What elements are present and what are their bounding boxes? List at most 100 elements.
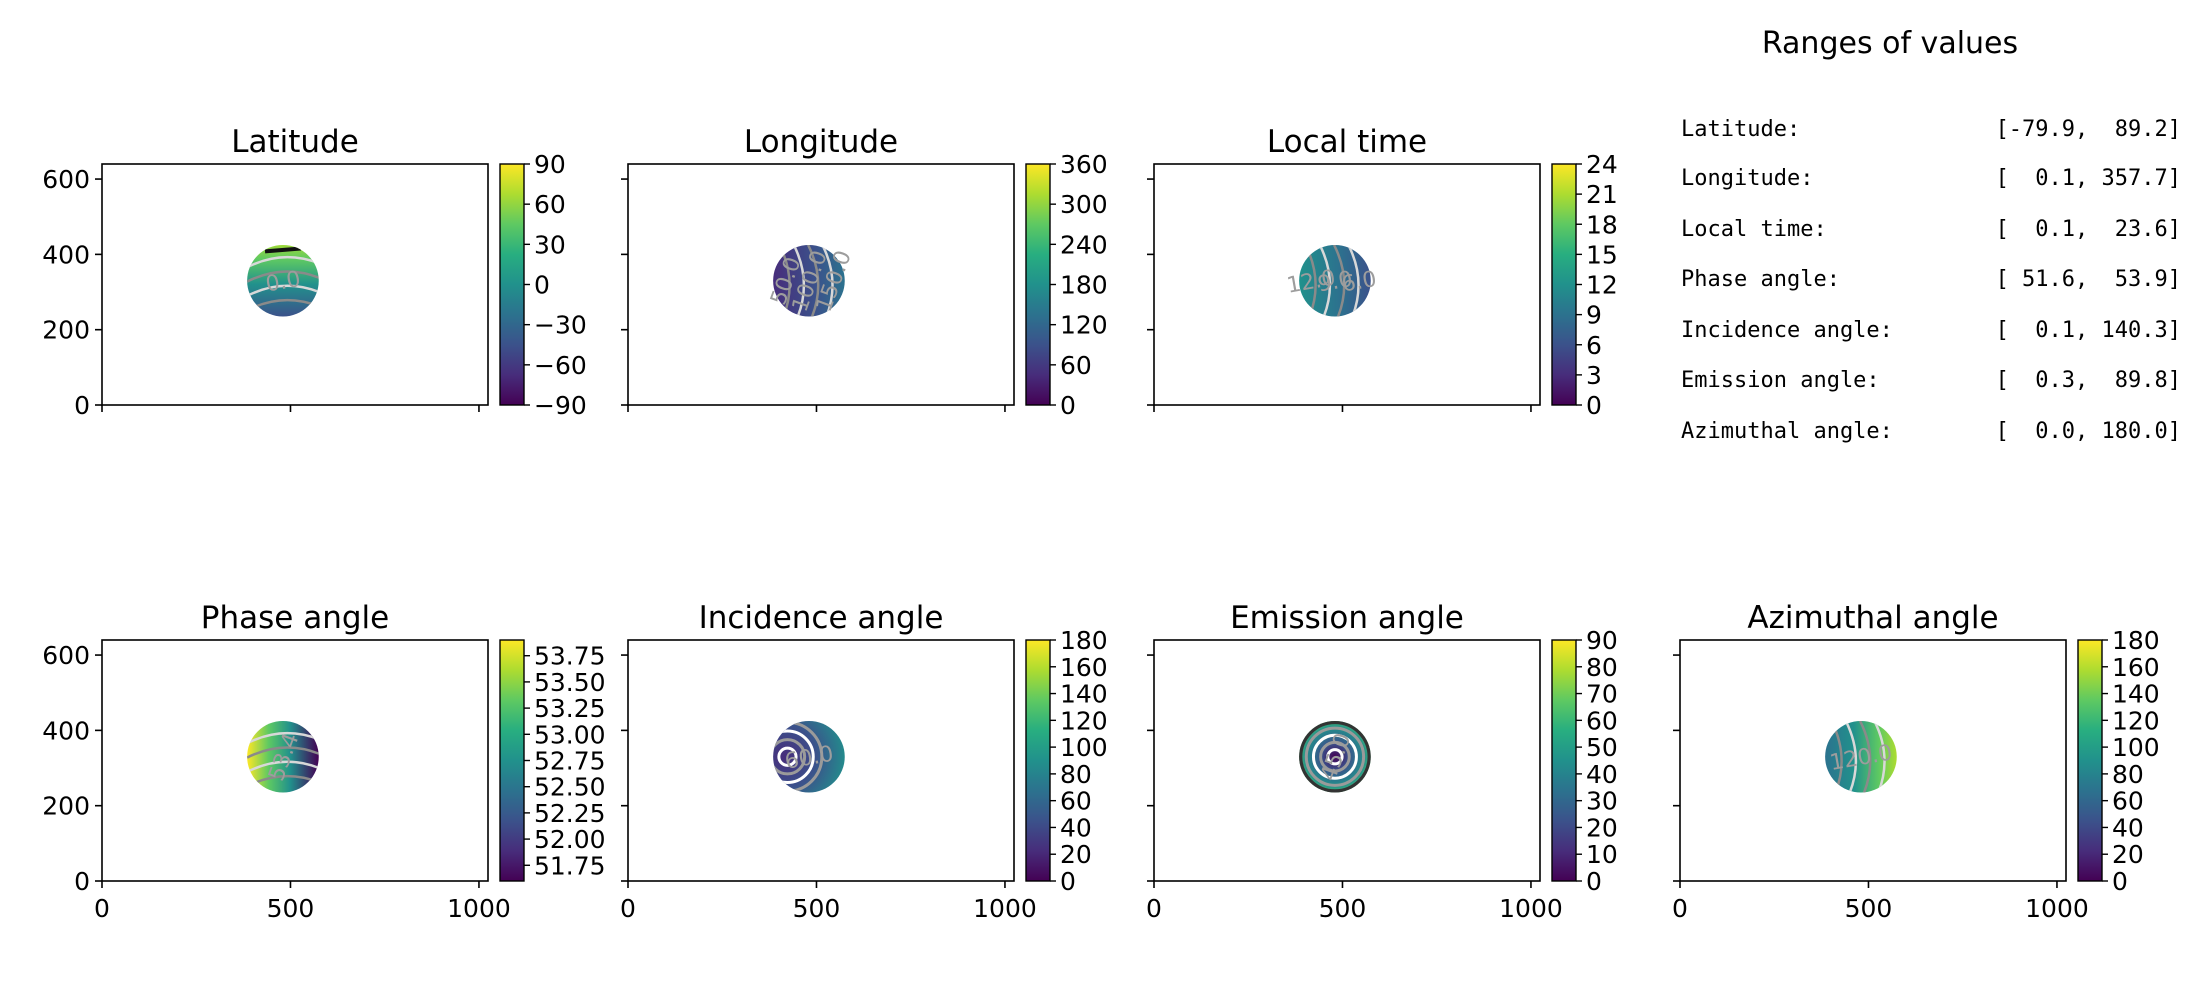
x-tick-label: 500 — [1845, 894, 1893, 923]
colorbar-tick-label: 120 — [1060, 706, 1108, 735]
y-tick-label: 400 — [42, 240, 90, 269]
colorbar — [1025, 639, 1051, 882]
colorbar-tick-label: 60 — [534, 190, 566, 219]
colorbar-tick-label: 30 — [1586, 787, 1618, 816]
colorbar-tick-label: 80 — [1586, 653, 1618, 682]
range-value: [ 0.1, 23.6] — [1995, 217, 2181, 242]
colorbar-tick-label: 20 — [2112, 840, 2144, 869]
colorbar-tick-label: 40 — [1586, 760, 1618, 789]
range-value: [-79.9, 89.2] — [1995, 117, 2181, 142]
planet-disc — [1299, 720, 1371, 793]
colorbar-tick-label: 60 — [1060, 787, 1092, 816]
x-tick-label: 1000 — [1499, 894, 1563, 923]
colorbar-tick-label: 12 — [1586, 271, 1618, 300]
colorbar — [1551, 163, 1577, 406]
panel-title: Latitude — [231, 124, 359, 160]
colorbar-tick-label: 0 — [1586, 867, 1602, 896]
x-tick-label: 0 — [94, 894, 110, 923]
colorbar-tick-label: 0 — [2112, 867, 2128, 896]
colorbar — [499, 639, 525, 882]
colorbar-tick-label: 51.75 — [534, 851, 606, 880]
y-tick-label: 600 — [42, 641, 90, 670]
range-row: Local time: [ 0.1, 23.6] — [1681, 217, 2181, 247]
contour-label: 0.0 — [264, 267, 303, 298]
colorbar-tick-label: 90 — [534, 150, 566, 179]
colorbar-tick-label: 52.25 — [534, 799, 606, 828]
colorbar-tick-label: 24 — [1586, 150, 1618, 179]
panel-title: Longitude — [744, 124, 898, 160]
colorbar-tick-label: 3 — [1586, 361, 1602, 390]
y-tick-label: 600 — [42, 165, 90, 194]
colorbar-tick-label: 100 — [2112, 733, 2160, 762]
colorbar-tick-label: 15 — [1586, 240, 1618, 269]
colorbar — [1025, 163, 1051, 406]
x-tick-label: 0 — [1672, 894, 1688, 923]
axes-frame — [101, 163, 489, 406]
axes-frame — [627, 163, 1015, 406]
colorbar-tick-label: 70 — [1586, 680, 1618, 709]
contour-lines — [1299, 720, 1371, 793]
colorbar-tick-label: 60 — [1060, 351, 1092, 380]
axes-frame — [1153, 163, 1541, 406]
colorbar-tick-label: −30 — [534, 311, 587, 340]
colorbar-tick-label: 160 — [2112, 653, 2160, 682]
range-row: Phase angle: [ 51.6, 53.9] — [1681, 267, 2181, 297]
y-tick-label: 0 — [74, 391, 90, 420]
range-value: [ 0.3, 89.8] — [1995, 368, 2181, 393]
axes-frame — [1679, 639, 2067, 882]
contour-lines — [1830, 720, 1886, 793]
range-row: Emission angle: [ 0.3, 89.8] — [1681, 368, 2181, 398]
axes-frame — [1153, 639, 1541, 882]
colorbar — [2077, 639, 2103, 882]
colorbar-tick-label: 80 — [2112, 760, 2144, 789]
colorbar-tick-label: −60 — [534, 351, 587, 380]
colorbar-tick-label: 100 — [1060, 733, 1108, 762]
panel-latitude: Latitude 0.0 0 200 400 600 90 60 30 0 −30 −60 −90 — [42, 124, 586, 420]
colorbar-tick-label: 30 — [534, 230, 566, 259]
colorbar-tick-label: 53.25 — [534, 694, 606, 723]
x-tick-label: 1000 — [447, 894, 511, 923]
planet-disc — [1299, 244, 1371, 317]
colorbar-tick-label: 60 — [2112, 787, 2144, 816]
colorbar-tick-label: 6 — [1586, 331, 1602, 360]
colorbar — [1551, 639, 1577, 882]
panel-longitude: Longitude50.0100.0150.036030024018012060… — [621, 124, 1108, 420]
axes-frame — [627, 639, 1015, 882]
x-tick-label: 500 — [1319, 894, 1367, 923]
x-tick-label: 1000 — [2025, 894, 2089, 923]
colorbar-tick-label: 80 — [1060, 760, 1092, 789]
colorbar — [499, 163, 525, 406]
colorbar-tick-label: 140 — [1060, 680, 1108, 709]
panel-title: Phase angle — [201, 600, 389, 636]
colorbar-tick-label: 180 — [2112, 626, 2160, 655]
range-label: Emission angle: — [1681, 368, 1880, 393]
colorbar-tick-label: 240 — [1060, 230, 1108, 259]
colorbar-tick-label: 0 — [1060, 391, 1076, 420]
colorbar-tick-label: 60 — [1586, 706, 1618, 735]
colorbar-tick-label: 10 — [1586, 840, 1618, 869]
colorbar-tick-label: 52.75 — [534, 747, 606, 776]
axes-frame — [101, 639, 489, 882]
colorbar-tick-label: 180 — [1060, 626, 1108, 655]
colorbar-tick-label: 20 — [1060, 840, 1092, 869]
colorbar-tick-label: 40 — [1060, 813, 1092, 842]
colorbar-tick-label: 120 — [1060, 311, 1108, 340]
colorbar-tick-label: 53.50 — [534, 668, 606, 697]
colorbar-tick-label: 160 — [1060, 653, 1108, 682]
range-label: Longitude: — [1681, 166, 1814, 191]
range-row: Longitude: [ 0.1, 357.7] — [1681, 166, 2181, 196]
colorbar-tick-label: 20 — [1586, 813, 1618, 842]
colorbar-tick-label: 18 — [1586, 210, 1618, 239]
planet-disc — [1825, 720, 1897, 793]
colorbar-tick-label: 52.50 — [534, 773, 606, 802]
range-row: Azimuthal angle: [ 0.0, 180.0] — [1681, 419, 2181, 449]
planet-disc — [247, 720, 319, 793]
colorbar-tick-label: 360 — [1060, 150, 1108, 179]
contour-label: 9.0 — [1316, 267, 1355, 298]
colorbar-tick-label: 90 — [1586, 626, 1618, 655]
colorbar-tick-label: 9 — [1586, 301, 1602, 330]
